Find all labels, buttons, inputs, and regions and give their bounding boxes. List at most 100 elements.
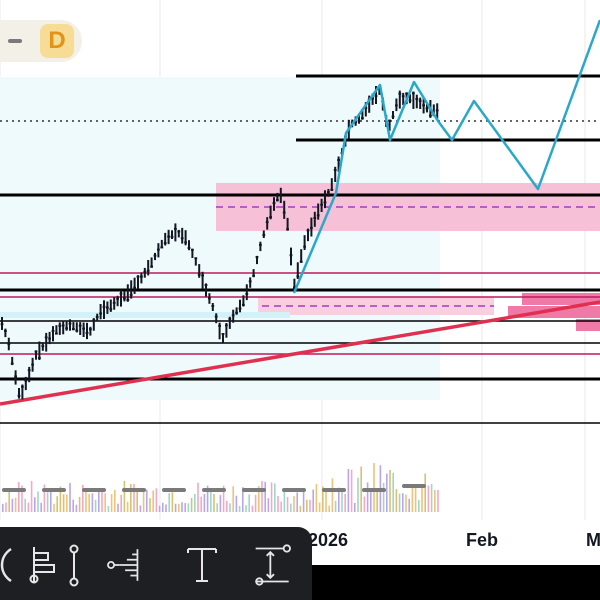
bottom-strip	[312, 565, 600, 600]
interval-badge[interactable]: D	[40, 24, 74, 58]
minus-icon[interactable]	[0, 28, 30, 54]
volume-bar	[414, 484, 417, 512]
volume-bar	[174, 503, 177, 512]
horizontal-levels[interactable]	[0, 74, 600, 424]
volume-bar	[69, 482, 71, 512]
volume-bar	[277, 496, 279, 512]
volume-average	[402, 484, 426, 488]
volume-bar	[8, 490, 10, 512]
trendline[interactable]	[0, 300, 600, 406]
volume-bar	[101, 490, 103, 512]
volume-bar	[411, 486, 414, 512]
volume-bar	[107, 506, 110, 512]
volume-bar	[72, 499, 74, 512]
volume-bar	[136, 491, 138, 512]
text-tool[interactable]	[180, 541, 224, 589]
volume-bar	[338, 487, 340, 512]
time-axis-label-mar: M	[586, 530, 600, 550]
volume-bar	[267, 498, 270, 512]
volume-bar	[360, 466, 362, 512]
volume-bar	[21, 485, 23, 512]
zone-block-3	[576, 319, 600, 331]
volume-bar	[18, 482, 20, 512]
volume-bar	[405, 494, 407, 512]
volume-bar	[376, 491, 378, 512]
volume-bar	[146, 489, 148, 512]
volume-bars	[2, 463, 439, 512]
volume-bar	[235, 495, 238, 512]
volume-bar	[66, 494, 68, 512]
volume-bar	[296, 492, 298, 512]
volume-bar	[286, 497, 289, 512]
volume-bar	[43, 484, 46, 512]
volume-bar	[50, 490, 52, 512]
volume-bar	[30, 481, 33, 512]
volume-bar	[142, 490, 145, 512]
volume-bar	[242, 487, 244, 512]
volume-bar	[306, 499, 308, 512]
volume-bar	[149, 498, 151, 512]
volume-average	[362, 488, 386, 492]
volume-bar	[85, 492, 87, 512]
volume-bar	[347, 469, 350, 512]
volume-bar	[315, 484, 318, 512]
ruler-tool[interactable]	[0, 541, 28, 589]
volume-bar	[98, 491, 100, 512]
volume-bar	[158, 505, 161, 512]
volume-bar	[389, 469, 391, 512]
volume-bar	[11, 498, 14, 512]
volume-bar	[34, 497, 36, 512]
anchor-tool[interactable]	[52, 541, 96, 589]
timeframe-selector[interactable]: D	[0, 20, 82, 62]
volume-bar	[370, 490, 372, 512]
volume-bar	[181, 502, 183, 512]
volume-bar	[366, 482, 369, 512]
session-highlight	[0, 77, 440, 400]
projection-path[interactable]	[292, 19, 600, 294]
price-chart[interactable]: D	[0, 0, 600, 520]
volume-bar	[290, 503, 292, 512]
volume-bar	[363, 496, 366, 512]
zone-block-1	[522, 293, 600, 305]
volume-average	[122, 488, 146, 492]
volume-bar	[299, 505, 302, 512]
volume-bar	[27, 502, 30, 512]
volume-bar	[264, 481, 266, 512]
volume-bar	[334, 500, 337, 512]
volume-average	[2, 488, 26, 492]
volume-bar	[344, 494, 346, 512]
volume-bar	[427, 485, 430, 512]
ruler-icon	[0, 547, 12, 583]
chart-canvas[interactable]	[0, 0, 600, 520]
volume-bar	[24, 498, 26, 512]
volume-bar	[322, 486, 324, 512]
volume-bar	[382, 482, 385, 512]
volume-average	[82, 488, 106, 492]
volume-bar	[78, 497, 81, 512]
volume-bar	[104, 493, 106, 512]
volume-bar	[82, 484, 84, 512]
volume-bar	[402, 493, 404, 512]
measure-tool[interactable]	[252, 541, 296, 589]
volume-bar	[331, 478, 334, 512]
volume-bar	[270, 482, 273, 512]
volume-bar	[434, 489, 436, 512]
volume-bar	[126, 501, 129, 512]
volume-bar	[194, 494, 196, 512]
volume-bar	[302, 489, 305, 512]
volume-profile-tool[interactable]	[104, 541, 148, 589]
volume-bar	[139, 505, 142, 512]
volume-bar	[184, 503, 186, 512]
volume-bar	[424, 473, 426, 512]
volume-bar	[46, 492, 49, 512]
volume-bar	[155, 488, 158, 512]
volume-bar	[210, 490, 212, 512]
volume-bar	[187, 503, 190, 512]
volume-bar	[216, 503, 218, 512]
fib-tool[interactable]	[20, 541, 64, 589]
volume-bar	[312, 489, 314, 512]
volume-bar	[203, 493, 206, 512]
volume-bar	[200, 496, 202, 512]
volume-bar	[219, 495, 222, 512]
volume-bar	[430, 484, 433, 512]
